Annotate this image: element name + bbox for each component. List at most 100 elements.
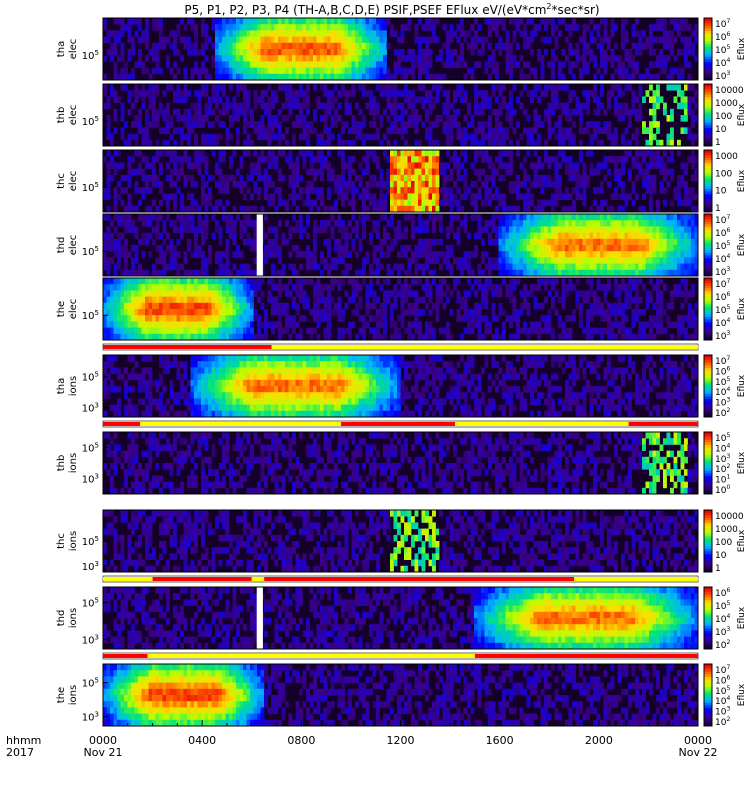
spectrogram-cell (421, 24, 426, 31)
spectrogram-cell (288, 55, 293, 62)
spectrogram-cell (537, 238, 541, 246)
spectrogram-cell (313, 127, 317, 134)
spectrogram-cell (498, 263, 503, 271)
colorbar-step (704, 109, 712, 113)
spectrogram-cell (537, 263, 541, 271)
spectrogram-cell (488, 96, 492, 103)
spectrogram-cell (582, 168, 587, 176)
spectrogram-cell (383, 226, 387, 233)
spectrogram-cell (467, 121, 471, 128)
spectrogram-cell (120, 133, 125, 141)
spectrogram-cell (568, 220, 573, 227)
spectrogram-cell (425, 73, 429, 81)
spectrogram-cell (621, 108, 625, 116)
spectrogram-cell (155, 309, 160, 316)
spectrogram-cell (124, 226, 128, 233)
spectrogram-cell (568, 174, 573, 182)
spectrogram-cell (362, 55, 366, 62)
spectrogram-cell (236, 55, 240, 62)
spectrogram-cell (617, 205, 622, 213)
colorbar-tick-label: 104 (715, 57, 730, 69)
spectrogram-cell (358, 18, 363, 25)
spectrogram-cell (351, 214, 356, 221)
spectrogram-cell (204, 302, 209, 310)
spectrogram-cell (253, 168, 258, 176)
spectrogram-cell (376, 73, 380, 81)
spectrogram-cell (236, 24, 240, 31)
spectrogram-cell (642, 214, 646, 221)
spectrogram-cell (484, 18, 489, 25)
spectrogram-cell (509, 238, 513, 246)
spectrogram-cell (358, 30, 363, 37)
spectrogram-cell (201, 42, 205, 50)
spectrogram-cell (278, 199, 282, 207)
spectrogram-cell (572, 174, 576, 182)
spectrogram-cell (659, 55, 664, 62)
spectrogram-cell (372, 193, 377, 200)
spectrogram-cell (593, 24, 597, 31)
spectrogram-cell (610, 205, 615, 213)
spectrogram-cell (355, 232, 359, 240)
spectrogram-cell (376, 127, 380, 134)
colorbar-step (704, 173, 712, 177)
spectrogram-cell (278, 174, 282, 182)
spectrogram-cell (169, 150, 174, 157)
spectrogram-cell (159, 315, 163, 322)
spectrogram-cell (299, 90, 303, 97)
spectrogram-cell (449, 102, 454, 110)
spectrogram-cell (113, 42, 118, 50)
spectrogram-cell (201, 327, 205, 335)
spectrogram-cell (516, 121, 520, 128)
spectrogram-cell (215, 269, 219, 277)
spectrogram-cell (306, 73, 310, 81)
spectrogram-cell (271, 121, 275, 128)
spectrogram-cell (295, 96, 300, 103)
spectrogram-cell (663, 263, 667, 271)
spectrogram-cell (474, 84, 478, 91)
spectrogram-cell (414, 36, 419, 44)
spectrogram-cell (460, 84, 464, 91)
spectrogram-cell (691, 251, 695, 258)
spectrogram-cell (544, 49, 548, 56)
spectrogram-cell (190, 18, 195, 25)
spectrogram-cell (502, 199, 506, 207)
spectrogram-cell (320, 61, 324, 68)
spectrogram-cell (208, 121, 212, 128)
spectrogram-cell (113, 127, 118, 134)
spectrogram-cell (176, 49, 181, 56)
spectrogram-cell (649, 108, 653, 116)
spectrogram-cell (316, 309, 321, 316)
spectrogram-cell (397, 162, 401, 169)
spectrogram-cell (568, 269, 573, 277)
spectrogram-cell (120, 245, 125, 252)
panel-ylabel-probe: thd (56, 237, 67, 254)
spectrogram-cell (617, 269, 622, 277)
spectrogram-cell (362, 73, 366, 81)
spectrogram-cell (428, 96, 433, 103)
spectrogram-cell (183, 133, 188, 141)
spectrogram-cell (236, 245, 240, 252)
spectrogram-cell (197, 121, 202, 128)
spectrogram-cell (229, 174, 233, 182)
spectrogram-cell (113, 245, 118, 252)
spectrogram-cell (152, 67, 156, 75)
spectrogram-cell (362, 36, 366, 44)
spectrogram-cell (124, 84, 128, 91)
spectrogram-cell (628, 121, 632, 128)
spectrogram-cell (684, 187, 688, 194)
spectrogram-cell (274, 162, 279, 169)
spectrogram-cell (393, 168, 398, 176)
spectrogram-cell (250, 333, 254, 341)
spectrogram-cell (589, 150, 594, 157)
spectrogram-cell (267, 18, 272, 25)
spectrogram-cell (376, 102, 380, 110)
spectrogram-cell (435, 193, 440, 200)
spectrogram-cell (610, 193, 615, 200)
spectrogram-cell (635, 49, 639, 56)
spectrogram-cell (155, 214, 160, 221)
spectrogram-cell (379, 67, 384, 75)
spectrogram-cell (642, 42, 646, 50)
spectrogram-cell (603, 108, 608, 116)
spectrogram-cell (162, 36, 167, 44)
spectrogram-cell (372, 269, 377, 277)
